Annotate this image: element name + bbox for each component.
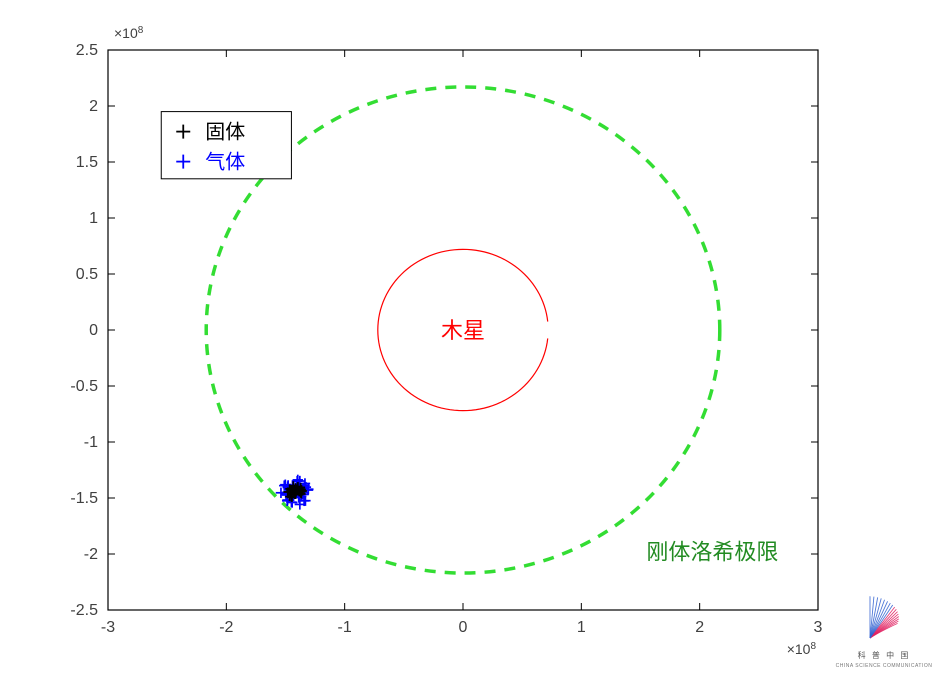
x-tick-label: 0 [459,619,468,636]
y-exponent-label: ×108 [114,25,144,42]
jupiter-label: 木星 [441,318,485,343]
legend-item-label: 气体 [205,151,245,174]
logo-subtitle: CHINA SCIENCE COMMUNICATION [836,663,933,669]
legend-item-label: 固体 [205,121,245,144]
y-tick-label: -1 [84,434,98,451]
y-tick-label: 1.5 [76,154,98,171]
x-tick-label: 3 [814,619,823,636]
chart-container: -3 -2 -1 0 1 2 3 -2.5 -2 -1.5 -1 -0.5 0 0.5 1 1.5 2 2.5 ×1… [0,0,950,696]
x-tick-label: -3 [101,619,115,636]
y-tick-label: -0.5 [70,378,98,395]
logo: 科 普 中 国 CHINA SCIENCE COMMUNICATION [836,596,933,669]
x-tick-label: 2 [695,619,704,636]
y-tick-label: 1 [89,210,98,227]
y-tick-label: -2.5 [70,602,98,619]
x-exponent-label: ×108 [787,641,817,658]
logo-title: 科 普 中 国 [858,650,911,660]
roche-limit-label: 刚体洛希极限 [646,540,778,565]
y-tick-label: -2 [84,546,98,563]
y-tick-label: 0.5 [76,266,98,283]
y-tick-label: 0 [89,322,98,339]
x-tick-label: -2 [219,619,233,636]
y-tick-label: 2.5 [76,42,98,59]
x-tick-label: 1 [577,619,586,636]
y-tick-label: 2 [89,98,98,115]
legend: 固体气体 [161,112,291,179]
y-tick-label: -1.5 [70,490,98,507]
plot-svg: -3 -2 -1 0 1 2 3 -2.5 -2 -1.5 -1 -0.5 0 0.5 1 1.5 2 2.5 ×1… [0,0,950,696]
x-tick-label: -1 [338,619,352,636]
